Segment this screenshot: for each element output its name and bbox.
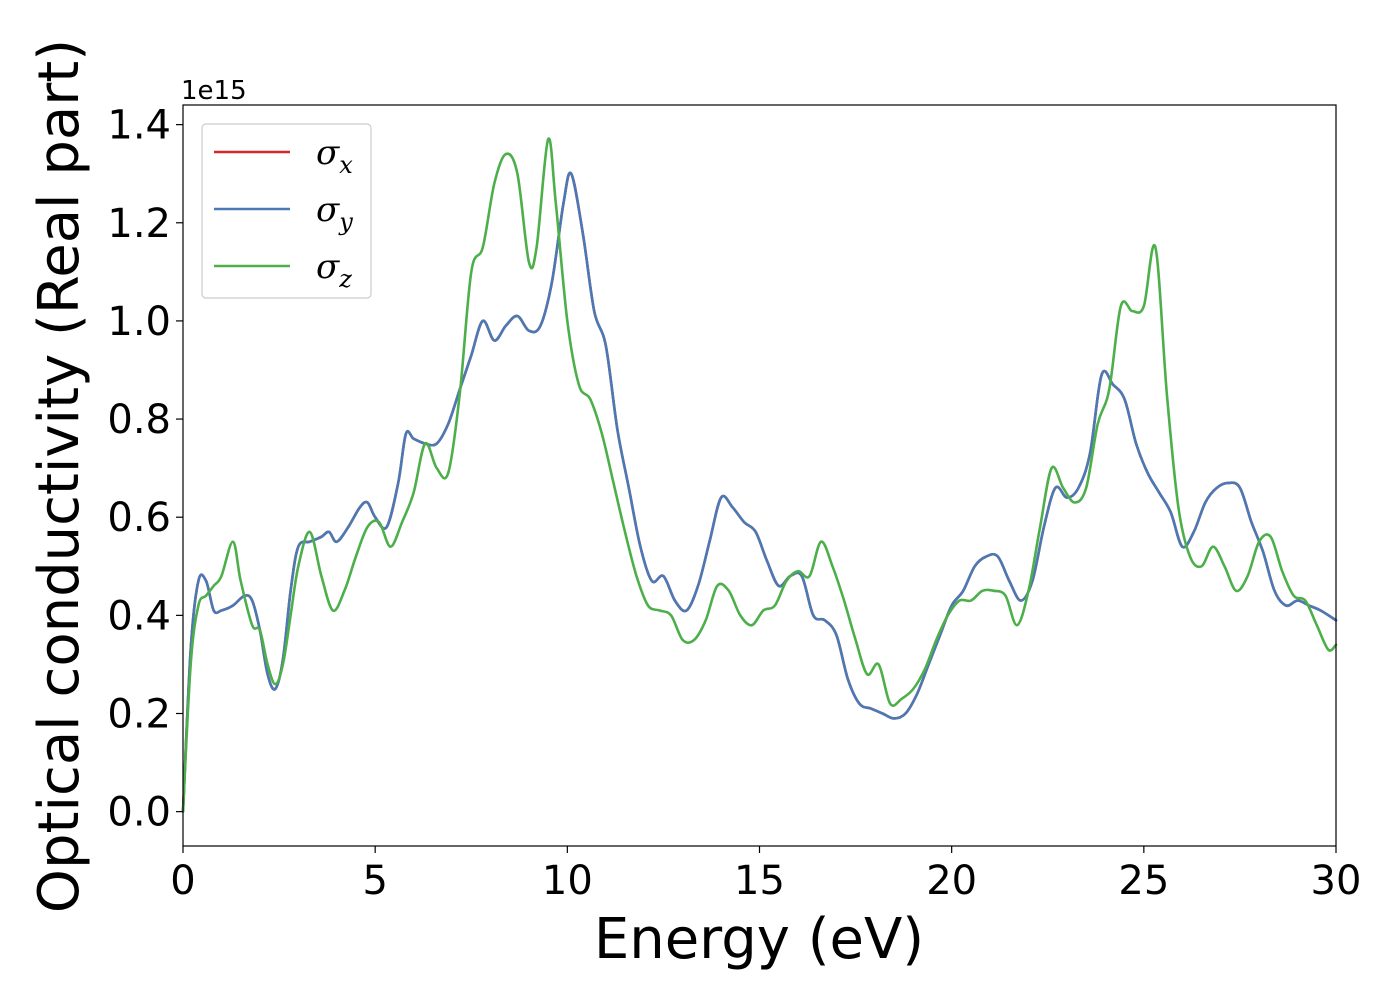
y-tick-label: 0.4 [107,593,171,639]
y-axis-label: Optical conductivity (Real part) [27,39,92,913]
legend-label-x: σx [316,133,353,179]
legend: σx σy σz [201,123,372,299]
series-line-y [181,171,1338,813]
legend-box [201,123,372,299]
legend-label-y: σy [316,190,353,236]
series-layer [181,137,1338,813]
x-tick-label: 20 [926,858,977,904]
x-tick-label: 10 [542,858,593,904]
x-tick-label: 15 [734,858,785,904]
y-tick-label: 0.0 [107,790,171,836]
y-tick-label: 1.4 [107,103,171,149]
x-tick-label: 5 [362,858,387,904]
legend-label-z: σz [316,247,352,293]
y-tick-label: 1.0 [107,299,171,345]
x-axis-label: Energy (eV) [594,907,924,972]
x-tick-label: 25 [1118,858,1169,904]
x-axis-ticks: 0 5 10 15 20 25 30 [170,846,1361,904]
y-axis-ticks: 0.0 0.2 0.4 0.6 0.8 1.0 1.2 1.4 [107,103,183,836]
y-tick-label: 0.8 [107,397,171,443]
series-line-z [181,137,1338,813]
y-tick-label: 1.2 [107,201,171,247]
y-tick-label: 0.6 [107,495,171,541]
y-offset-label: 1e15 [181,76,247,106]
y-tick-label: 0.2 [107,692,171,738]
x-tick-label: 30 [1311,858,1362,904]
x-tick-label: 0 [170,858,195,904]
